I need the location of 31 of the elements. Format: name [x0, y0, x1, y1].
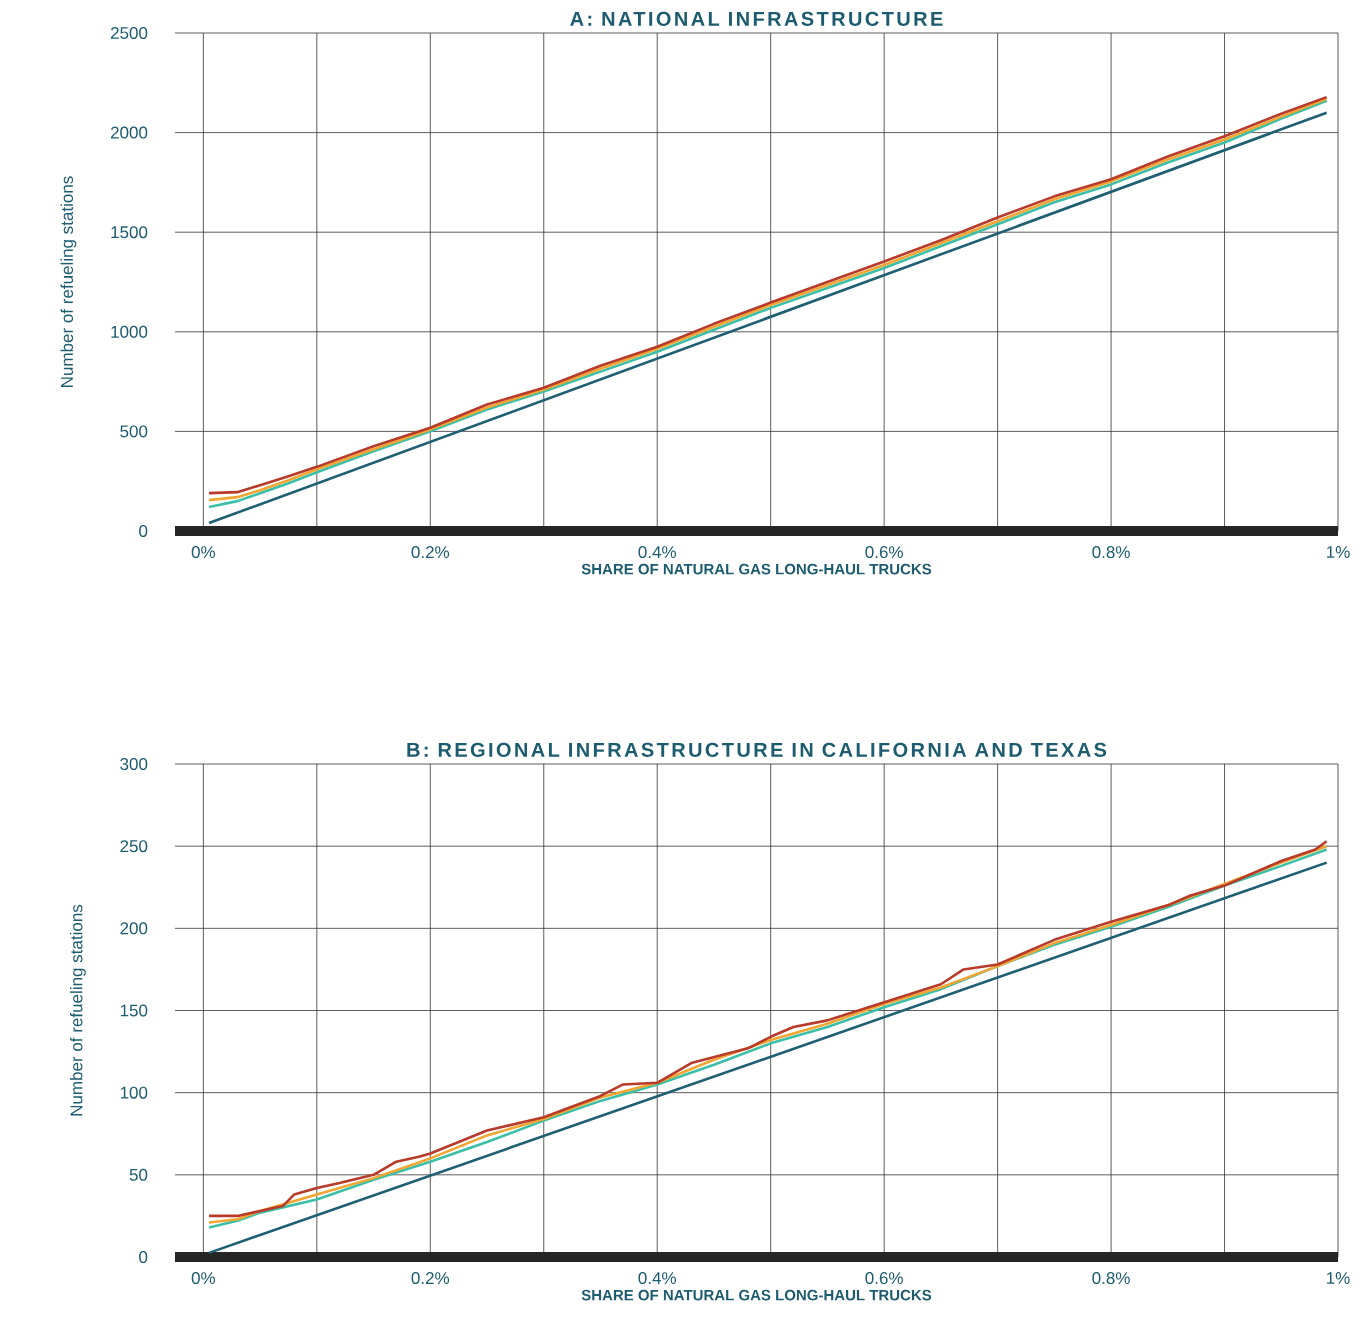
x-tick-label: 1%: [1327, 1272, 1350, 1284]
x-tick-label: 1%: [1327, 546, 1350, 558]
y-tick-label: 0: [139, 1251, 148, 1264]
y-tick-label: 50: [129, 1168, 148, 1181]
x-tick-label: 0.6%: [865, 546, 903, 559]
y-axis-title: Number of refueling stations: [60, 176, 77, 387]
y-tick-label: 250: [120, 840, 148, 853]
x-tick-label: 0.2%: [411, 546, 450, 559]
y-tick-label: 2500: [110, 27, 148, 40]
x-tick-label: 0%: [191, 1272, 216, 1285]
x-tick-label: 0%: [191, 546, 216, 559]
x-tick-label: 0.4%: [638, 546, 676, 559]
x-tick-label: 0.6%: [865, 1272, 903, 1285]
y-axis-title: Number of refueling stations: [69, 904, 86, 1116]
x-tick-label: 0.2%: [411, 1272, 450, 1285]
y-tick-label: 2000: [110, 126, 148, 139]
y-tick-label: 200: [120, 922, 148, 935]
chart-title: A: NATIONAL INFRASTRUCTURE: [570, 11, 943, 26]
x-tick-label: 0.8%: [1092, 546, 1130, 559]
x-axis-title: SHARE OF NATURAL GAS LONG-HAUL TRUCKS: [581, 563, 932, 575]
y-tick-label: 1000: [111, 325, 148, 338]
x-tick-label: 0.4%: [638, 1272, 676, 1285]
y-tick-label: 300: [120, 758, 148, 771]
y-tick-label: 150: [120, 1004, 148, 1017]
chart-title: B: REGIONAL INFRASTRUCTURE IN CALIFORNIA AND TEXAS: [407, 742, 1107, 757]
y-tick-label: 0: [139, 524, 148, 538]
x-axis-title: SHARE OF NATURAL GAS LONG-HAUL TRUCKS: [581, 1289, 932, 1301]
y-tick-label: 1500: [111, 226, 148, 239]
y-tick-label: 500: [120, 425, 148, 438]
y-tick-label: 100: [120, 1086, 148, 1099]
x-tick-label: 0.8%: [1092, 1272, 1130, 1285]
